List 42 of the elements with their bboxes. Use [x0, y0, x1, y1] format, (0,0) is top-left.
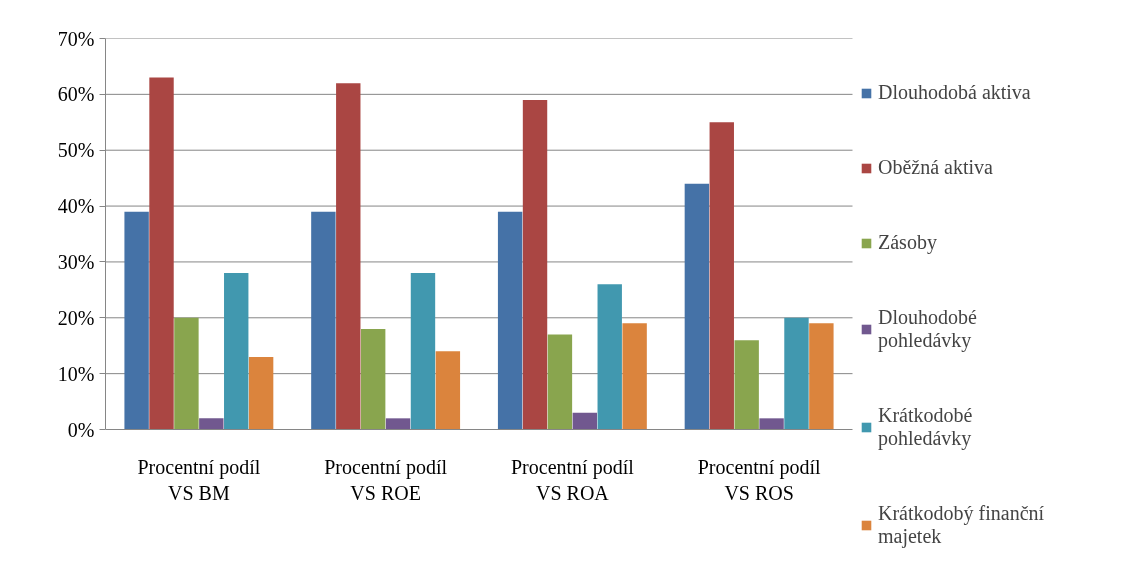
y-tick-label: 60% [57, 83, 95, 106]
bar [410, 273, 436, 430]
bar [734, 340, 759, 430]
legend-label: Dlouhodobé pohledávky [878, 306, 977, 352]
y-tick-label: 20% [57, 306, 95, 329]
bar [174, 317, 199, 430]
bar [547, 334, 573, 430]
bar [497, 211, 523, 430]
bar [684, 183, 710, 430]
bar [597, 284, 622, 430]
y-tick-label: 50% [57, 139, 95, 162]
bar [809, 323, 834, 430]
x-tick-label: Procentní podíl VS ROE [324, 455, 448, 504]
bar [784, 317, 809, 430]
x-tick-label: Procentní podíl VS ROA [510, 455, 635, 504]
bar [360, 328, 386, 430]
y-tick-label: 10% [57, 362, 95, 385]
y-tick-label: 40% [57, 195, 95, 218]
bar [199, 418, 224, 430]
x-tick-label: Procentní podíl VS ROS [697, 455, 821, 504]
bar [336, 83, 361, 430]
bar [248, 356, 274, 430]
x-tick-label: Procentní podíl VS BM [137, 455, 261, 504]
bar [622, 323, 647, 430]
bar [435, 351, 461, 430]
legend-label: Dlouhodobá aktiva [878, 81, 1031, 104]
bar [522, 99, 548, 430]
bar [759, 418, 784, 430]
bar [124, 211, 149, 430]
y-tick-label: 0% [67, 418, 95, 441]
bar [385, 418, 411, 430]
bar [149, 77, 174, 430]
legend-label: Krátkodobé pohledávky [878, 404, 973, 450]
bar [224, 273, 249, 430]
legend-label: Zásoby [878, 231, 937, 254]
y-tick-label: 70% [57, 27, 95, 50]
bar [572, 412, 598, 430]
bar [709, 122, 734, 430]
legend-label: Krátkodobý finanční majetek [878, 502, 1045, 548]
y-tick-label: 30% [57, 250, 95, 273]
bar [311, 211, 336, 430]
legend-label: Oběžná aktiva [878, 156, 993, 179]
